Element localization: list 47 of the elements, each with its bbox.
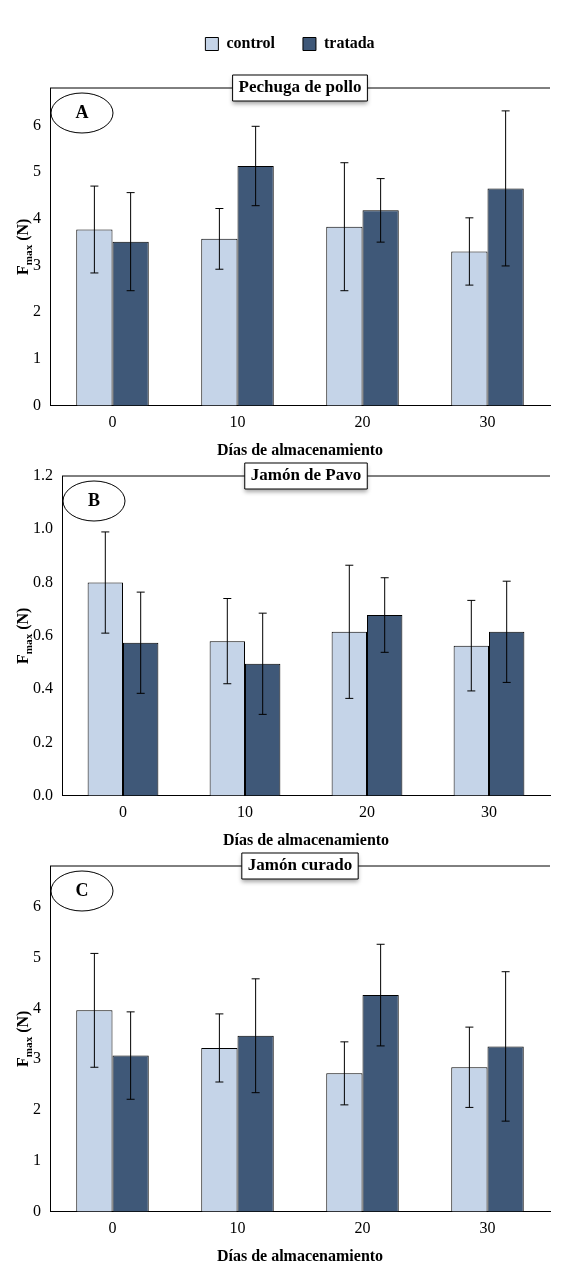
y-tick-label: 2 (33, 302, 41, 320)
y-tick-label: 4 (33, 208, 41, 226)
x-axis-title: Días de almacenamiento (216, 440, 384, 458)
x-tick-label: 0 (108, 1219, 117, 1237)
y-tick-label: 1 (33, 1150, 41, 1168)
legend-label: tratada (323, 34, 375, 52)
x-tick-label: 20 (354, 413, 371, 431)
y-tick-label: 0.8 (33, 572, 53, 590)
chart-title: Jamón de Pavo (250, 465, 362, 485)
y-tick-label: 2 (33, 1100, 41, 1118)
x-axis-title: Días de almacenamiento (216, 1246, 384, 1264)
y-tick-label: 5 (33, 162, 41, 180)
chart-title: Pechuga de pollo (238, 77, 362, 97)
y-tick-label: 1 (33, 349, 41, 367)
annotation: A (75, 101, 89, 122)
y-tick-label: 0 (33, 395, 41, 413)
x-tick-label: 0 (119, 803, 127, 821)
x-tick-label: 10 (229, 413, 246, 431)
y-tick-label: 0.6 (33, 626, 53, 643)
x-axis-title: Días de almacenamiento (222, 830, 390, 848)
y-axis-title: Fmax (N) (14, 1010, 34, 1068)
y-axis-title: Fmax (N) (14, 607, 34, 665)
x-tick-label: 30 (479, 413, 496, 431)
y-tick-label: 6 (33, 115, 41, 133)
y-tick-label: 5 (33, 947, 41, 965)
y-tick-label: 0.2 (33, 732, 53, 750)
y-tick-label: 3 (33, 255, 41, 273)
x-tick-label: 10 (237, 803, 253, 821)
y-tick-label: 3 (33, 1049, 41, 1067)
annotation: B (87, 489, 101, 510)
x-tick-label: 20 (354, 1219, 371, 1237)
y-tick-label: 0.0 (33, 785, 53, 803)
legend-label: control (226, 34, 276, 52)
y-tick-label: 0 (33, 1201, 41, 1219)
x-tick-label: 30 (479, 1219, 496, 1237)
y-tick-label: 1.2 (33, 466, 53, 484)
x-tick-label: 20 (359, 803, 375, 821)
x-tick-label: 0 (108, 413, 117, 431)
y-tick-label: 6 (33, 896, 41, 914)
y-axis-title: Fmax (N) (14, 218, 34, 276)
y-tick-label: 0.4 (33, 679, 53, 697)
y-tick-label: 1.0 (33, 519, 53, 537)
annotation: C (75, 879, 89, 900)
x-tick-label: 10 (229, 1219, 246, 1237)
chart-title: Jamón curado (247, 855, 353, 875)
x-tick-label: 30 (481, 803, 497, 821)
y-tick-label: 4 (33, 998, 41, 1016)
